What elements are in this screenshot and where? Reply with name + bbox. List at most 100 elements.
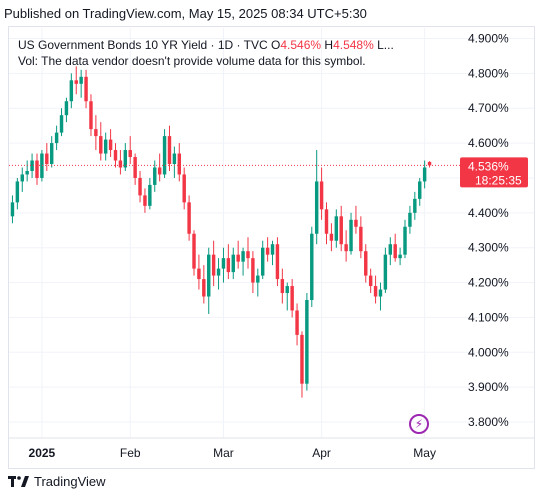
candle-body [89,101,93,130]
tv-logo-icon [8,475,29,487]
legend-more: L... [377,38,394,52]
candle [393,233,397,262]
candle-body [368,275,373,287]
candle-body [314,181,319,234]
candle-body [113,150,118,161]
candle [413,191,417,220]
candle-body [148,184,152,206]
candle-body [354,219,358,227]
y-tick-label: 3.800% [468,415,509,429]
candle [202,265,206,304]
candle-body [143,195,147,206]
candle-body [241,251,245,262]
candle-body [246,251,250,259]
volume-note: Vol: The data vendor doesn't provide vol… [18,54,366,68]
candle [324,202,329,245]
price-axis: 4.900%4.800%4.700%4.600%4.500%4.400%4.30… [468,31,509,429]
candle-body [349,219,353,252]
y-tick-label: 4.400% [468,206,509,220]
candle-body [118,160,123,168]
candle-body [94,129,98,137]
candle [359,216,363,259]
candle-body [108,139,113,151]
candle-body [295,310,299,335]
y-tick-label: 4.800% [468,66,509,80]
candle-body [74,80,78,84]
candle-body [339,216,343,245]
candle [108,129,113,158]
high-value: 4.548% [333,38,374,52]
candle [295,303,299,346]
candle [403,219,407,259]
candle-body [177,153,182,175]
candle [182,167,186,210]
y-tick-label: 4.600% [468,136,509,150]
candle [153,160,157,192]
candle [256,268,260,297]
candle-body [182,174,186,203]
candle [314,150,319,245]
candle [148,177,152,210]
candle-body [64,101,69,116]
x-tick-label: Feb [120,446,141,460]
candle [30,153,34,178]
candle-body [15,181,20,203]
candle-body [30,160,34,171]
candle [133,153,137,185]
x-tick-label: May [413,446,436,460]
candle-body [373,286,378,297]
candle-body [192,233,196,269]
candle-body [334,216,339,241]
candle [310,226,314,307]
candle [221,247,226,283]
candle [226,244,231,280]
candle-body [388,244,393,255]
candle-body [197,268,201,280]
candle-body [251,258,255,283]
candle-body [270,244,275,255]
candle-body [123,150,128,168]
candle [157,153,162,182]
candle [265,237,270,262]
candle [172,146,177,178]
candle-body [305,300,309,384]
candle [388,237,393,266]
y-tick-label: 3.900% [468,380,509,394]
candle-body [157,167,162,175]
candle [118,150,123,175]
candle [364,244,368,283]
candle [216,258,221,290]
candle-body [260,247,265,276]
candle-body [153,167,157,185]
candle [138,170,142,203]
candle-body [162,136,167,175]
candle-body [187,202,191,234]
candle [373,275,378,304]
y-tick-label: 4.000% [468,345,509,359]
candle-body [45,153,49,164]
candle [285,282,289,311]
logo-text: TradingView [34,474,106,489]
candle [270,240,275,266]
candle [427,161,432,168]
lightning-icon[interactable]: ⚡ [409,414,429,434]
candle [84,69,88,109]
last-price-marker: 4.536%18:25:35 [9,157,528,188]
time-axis: 2025 Feb Mar Apr May [29,446,436,460]
candle [89,94,93,137]
candle-body [329,233,334,241]
candle-body [10,202,15,217]
candle [162,129,167,178]
y-tick-label: 4.900% [468,31,509,45]
candle [10,195,15,224]
candle-body [256,275,260,283]
open-value: 4.546% [280,38,322,52]
candle-body [49,143,54,164]
candlestick-series [10,66,432,398]
candle [94,115,98,151]
candle [35,153,39,185]
chart-legend: US Government Bonds 10 YR Yield · 1D · T… [18,36,394,54]
candle-body [20,174,24,182]
price-tag-box [460,157,528,188]
